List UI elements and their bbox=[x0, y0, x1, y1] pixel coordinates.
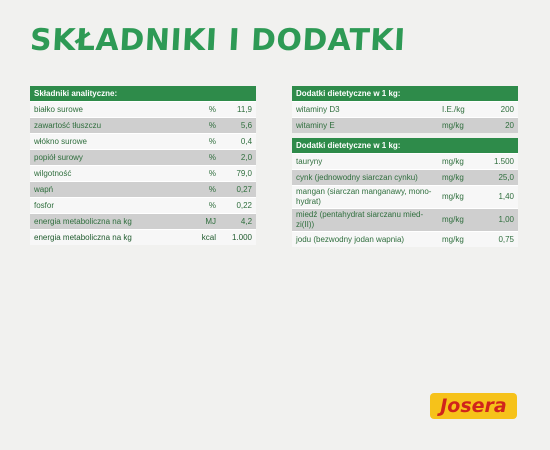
row-value: 5,6 bbox=[220, 117, 257, 134]
vitamins-table: Dodatki dietetyczne w 1 kg: witaminy D3 I… bbox=[292, 86, 519, 133]
table-row: tauryny mg/kg 1.500 bbox=[292, 153, 519, 170]
additives-table: Dodatki dietetyczne w 1 kg: tauryny mg/kg… bbox=[292, 138, 519, 247]
row-name: fosfor bbox=[30, 197, 180, 214]
row-value: 1,00 bbox=[484, 208, 519, 232]
row-value: 0,75 bbox=[484, 231, 519, 247]
row-value: 1,40 bbox=[484, 185, 519, 209]
row-unit: mg/kg bbox=[438, 153, 484, 170]
row-name: tauryny bbox=[292, 153, 438, 170]
row-unit: kcal bbox=[180, 229, 220, 245]
table-row: fosfor% 0,22 bbox=[30, 197, 257, 214]
table-row: włókno surowe% 0,4 bbox=[30, 133, 257, 150]
row-unit: mg/kg bbox=[438, 185, 484, 209]
row-value: 1.000 bbox=[220, 229, 257, 245]
row-unit: % bbox=[180, 165, 220, 182]
row-unit: MJ bbox=[180, 213, 220, 230]
row-name: popiół surowy bbox=[30, 149, 180, 166]
row-unit: % bbox=[180, 197, 220, 214]
row-name: energia metaboliczna na kg bbox=[30, 229, 180, 245]
row-unit: % bbox=[180, 149, 220, 166]
row-unit: % bbox=[180, 117, 220, 134]
table-row: zawartość tłuszczu% 5,6 bbox=[30, 117, 257, 134]
table-row: popiół surowy% 2,0 bbox=[30, 149, 257, 166]
row-unit: % bbox=[180, 101, 220, 118]
row-value: 4,2 bbox=[220, 213, 257, 230]
row-unit: mg/kg bbox=[438, 169, 484, 186]
row-value: 11,9 bbox=[220, 101, 257, 118]
row-unit: I.E./kg bbox=[438, 101, 484, 118]
row-name: cynk (jednowodny siarczan cynku) bbox=[292, 169, 438, 186]
table-row: witaminy D3 I.E./kg 200 bbox=[292, 101, 519, 118]
additives-header: Dodatki dietetyczne w 1 kg: bbox=[292, 138, 519, 154]
row-name: białko surowe bbox=[30, 101, 180, 118]
logo-text: Josera bbox=[440, 395, 507, 417]
row-name: witaminy D3 bbox=[292, 101, 438, 118]
row-value: 79,0 bbox=[220, 165, 257, 182]
analytical-header: Składniki analityczne: bbox=[30, 86, 257, 102]
row-unit: mg/kg bbox=[438, 231, 484, 247]
row-name: energia metaboliczna na kg bbox=[30, 213, 180, 230]
page-title: SKŁADNIKI I DODATKI bbox=[29, 23, 407, 58]
row-name: mangan (siarczan manganawy, mono-hydrat) bbox=[292, 185, 438, 209]
table-row: mangan (siarczan manganawy, mono-hydrat)… bbox=[292, 185, 519, 209]
analytical-table: Składniki analityczne: białko surowe% 11,… bbox=[30, 86, 257, 245]
table-row: miedź (pentahydrat siarczanu mied-zi(II)… bbox=[292, 208, 519, 232]
row-name: zawartość tłuszczu bbox=[30, 117, 180, 134]
table-row: energia metaboliczna na kg kcal 1.000 bbox=[30, 229, 257, 245]
table-row: wilgotność% 79,0 bbox=[30, 165, 257, 182]
row-value: 0,22 bbox=[220, 197, 257, 214]
row-value: 1.500 bbox=[484, 153, 519, 170]
row-unit: % bbox=[180, 133, 220, 150]
josera-logo: Josera bbox=[430, 393, 517, 419]
row-name: jodu (bezwodny jodan wapnia) bbox=[292, 231, 438, 247]
row-value: 25,0 bbox=[484, 169, 519, 186]
row-value: 0,27 bbox=[220, 181, 257, 198]
row-value: 20 bbox=[484, 117, 519, 133]
row-unit: mg/kg bbox=[438, 117, 484, 133]
row-unit: mg/kg bbox=[438, 208, 484, 232]
table-row: energia metaboliczna na kg MJ 4,2 bbox=[30, 213, 257, 230]
row-value: 2,0 bbox=[220, 149, 257, 166]
row-value: 200 bbox=[484, 101, 519, 118]
table-row: wapń% 0,27 bbox=[30, 181, 257, 198]
row-value: 0,4 bbox=[220, 133, 257, 150]
table-row: białko surowe% 11,9 bbox=[30, 101, 257, 118]
table-row: cynk (jednowodny siarczan cynku) mg/kg 25,… bbox=[292, 169, 519, 186]
row-name: miedź (pentahydrat siarczanu mied-zi(II)… bbox=[292, 208, 438, 232]
row-name: witaminy E bbox=[292, 117, 438, 133]
row-unit: % bbox=[180, 181, 220, 198]
row-name: wapń bbox=[30, 181, 180, 198]
vitamins-header: Dodatki dietetyczne w 1 kg: bbox=[292, 86, 519, 102]
row-name: włókno surowe bbox=[30, 133, 180, 150]
row-name: wilgotność bbox=[30, 165, 180, 182]
table-row: jodu (bezwodny jodan wapnia) mg/kg 0,75 bbox=[292, 231, 519, 247]
